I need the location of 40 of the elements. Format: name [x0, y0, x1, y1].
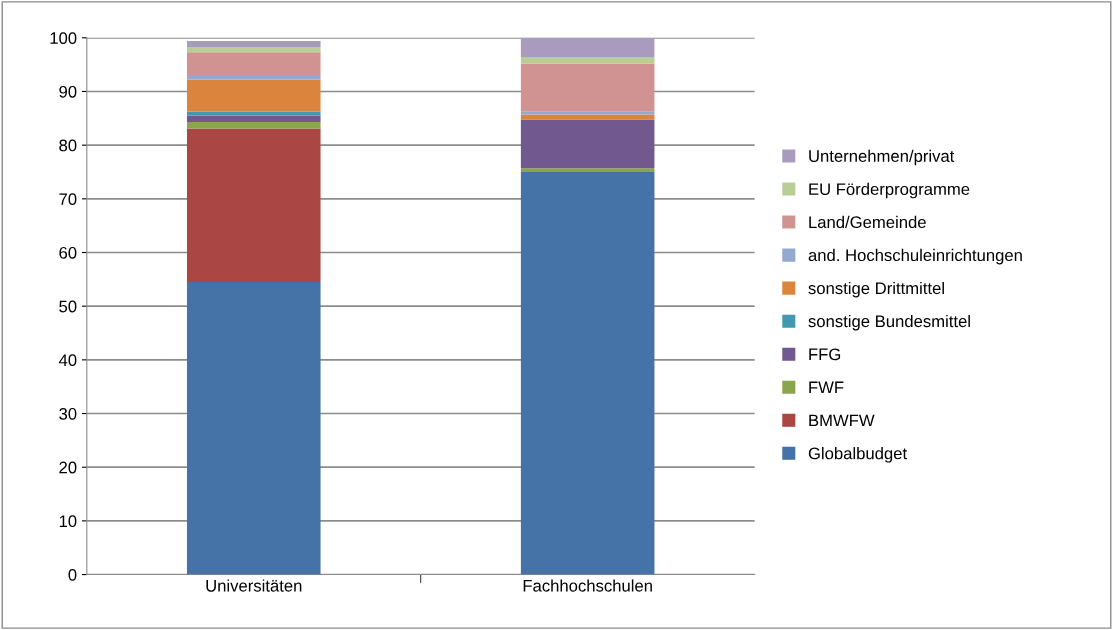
bar	[186, 46, 321, 53]
legend-label: FWF	[809, 381, 844, 394]
y-tick-label: 0	[68, 568, 77, 581]
bar	[186, 79, 321, 112]
legend-label: Unternehmen/privat	[809, 149, 955, 166]
legend-label: EU Förderprogramme	[809, 182, 970, 199]
bar	[186, 75, 321, 80]
y-tick-label: 60	[59, 246, 77, 259]
legend-label: sonstige Drittmittel	[808, 281, 944, 298]
bar	[186, 122, 321, 129]
y-tick-label: 80	[59, 139, 77, 152]
y-tick-label: 90	[59, 85, 77, 98]
bar	[186, 111, 321, 116]
bar	[186, 115, 321, 123]
y-tick-label: 50	[59, 300, 77, 313]
x-tick-label: Fachhochschulen	[523, 579, 652, 592]
y-tick-label: 100	[50, 32, 77, 44]
legend-label: Globalbudget	[808, 447, 907, 463]
bar	[520, 37, 655, 58]
y-tick-label: 10	[59, 515, 77, 528]
x-tick-label: Universitäten	[206, 579, 302, 592]
legend-label: BMWFW	[809, 414, 875, 427]
bar	[520, 63, 655, 112]
y-tick-label: 40	[58, 354, 77, 367]
bar	[186, 41, 321, 47]
bar	[520, 119, 655, 169]
bar	[186, 128, 321, 283]
y-tick-label: 70	[59, 193, 77, 206]
bar	[520, 168, 655, 172]
legend-label: Land/Gemeinde	[809, 215, 926, 229]
legend-label: sonstige Bundesmittel	[808, 314, 970, 331]
y-tick-label: 30	[59, 407, 77, 420]
bar	[520, 57, 655, 64]
bar	[520, 171, 655, 575]
y-tick-label: 20	[59, 461, 77, 474]
bar	[186, 282, 321, 575]
bar	[520, 111, 655, 115]
bar	[186, 52, 321, 76]
legend-label: FFG	[809, 348, 841, 361]
legend-label: and. Hochschuleinrichtungen	[808, 248, 1022, 265]
